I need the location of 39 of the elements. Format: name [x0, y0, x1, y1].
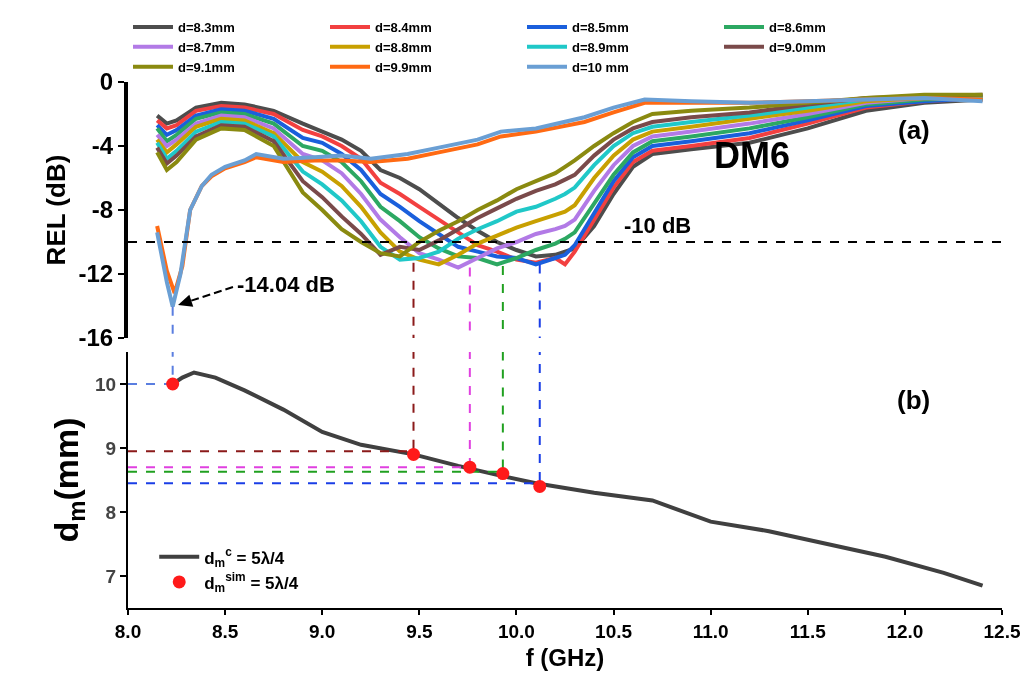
x-tick-label: 10.0: [497, 620, 535, 642]
legend-label: d=8.8mm: [375, 39, 432, 55]
x-tick-label: 12.5: [983, 620, 1021, 642]
y-tick-label: 9: [105, 437, 117, 459]
y-tick-label: 8: [105, 501, 117, 523]
y-axis-title: REL (dB): [41, 154, 72, 266]
legend-label: d=8.7mm: [178, 39, 235, 55]
x-tick-label: 10.5: [595, 620, 633, 642]
x-tick-label: 11.5: [789, 620, 827, 642]
annotation: DM6: [714, 135, 791, 176]
legend-label: d=8.5mm: [572, 20, 629, 36]
y-tick-label: 10: [95, 373, 117, 395]
x-tick-label: 12.0: [886, 620, 924, 642]
legend-label: d=9.1mm: [178, 59, 235, 75]
legend-label: d=8.6mm: [769, 20, 826, 36]
legend-label: d=9.0mm: [769, 39, 826, 55]
legend-label: d=10 mm: [572, 59, 629, 75]
annotation: -14.04 dB: [237, 272, 335, 297]
annotation: (a): [898, 115, 930, 145]
legend-label: d=8.4mm: [375, 20, 432, 36]
x-tick-label: 11.0: [692, 620, 729, 642]
x-tick-label: 8.5: [211, 620, 239, 642]
ref-line-label: -10 dB: [624, 213, 692, 238]
legend-label: d$_{m}$$^{c}$ = 5λ/4: [204, 545, 285, 571]
annotation: (b): [897, 385, 931, 415]
y-tick-label: 0: [99, 68, 114, 96]
y-tick-label: -16: [78, 324, 114, 352]
x-tick-label: 9.0: [309, 620, 336, 642]
legend-label: d=8.9mm: [572, 39, 629, 55]
x-axis-title: f (GHz): [525, 643, 605, 671]
x-tick-label: 8.0: [114, 620, 142, 642]
x-tick-label: 9.5: [406, 620, 433, 642]
y-tick-label: -12: [78, 260, 114, 288]
legend-label: d=8.3mm: [178, 20, 235, 36]
y-tick-label: -4: [91, 132, 114, 160]
y-tick-label: 7: [105, 565, 117, 587]
y-tick-label: -8: [91, 196, 114, 224]
legend-label: d$_{m}$$^{sim}$ = 5λ/4: [204, 570, 299, 596]
legend-label: d=9.9mm: [375, 59, 432, 75]
